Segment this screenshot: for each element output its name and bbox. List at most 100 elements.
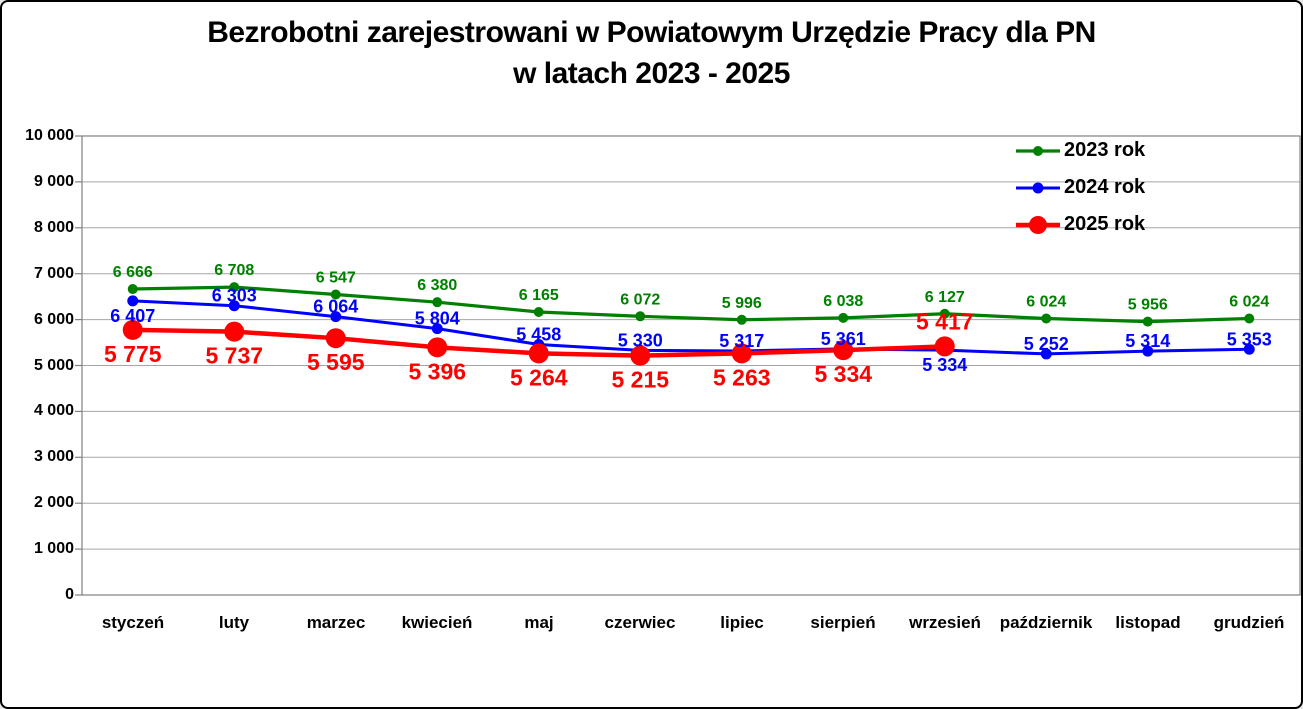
x-tick-label: wrzesień: [909, 613, 981, 632]
y-tick-label: 9 000: [33, 173, 74, 190]
data-label: 5 353: [1227, 329, 1272, 349]
y-tick-label: 6 000: [33, 311, 74, 328]
data-point: [229, 282, 240, 293]
data-label: 6 708: [214, 262, 254, 279]
data-point: [127, 284, 138, 295]
data-label: 5 804: [415, 309, 460, 329]
x-tick-label: kwiecień: [401, 613, 473, 632]
data-label: 6 380: [417, 277, 457, 294]
data-label: 5 956: [1128, 297, 1168, 314]
data-point: [1041, 313, 1052, 324]
legend-label-2024: 2024 rok: [1064, 176, 1146, 198]
data-point: [833, 340, 854, 361]
plot-border: [81, 135, 1301, 596]
data-label: 6 064: [313, 297, 358, 317]
y-tick-label: 8 000: [33, 219, 74, 236]
legend-label-2023: 2023 rok: [1064, 139, 1146, 161]
x-tick-label: grudzień: [1213, 613, 1285, 632]
y-tick-label: 10 000: [25, 127, 74, 144]
data-label: 6 127: [925, 289, 965, 306]
data-point: [122, 319, 143, 340]
data-label: 5 595: [307, 349, 365, 375]
x-tick-label: luty: [218, 613, 250, 632]
y-tick-label: 0: [65, 586, 74, 603]
data-label: 5 317: [719, 331, 764, 351]
legend-item-2025: 2025 rok: [1014, 206, 1145, 243]
data-point: [1244, 313, 1255, 324]
data-label: 6 407: [110, 306, 155, 326]
legend-line-marker-2025: [1016, 215, 1060, 234]
data-label: 5 361: [821, 329, 866, 349]
data-point: [1040, 348, 1052, 360]
y-tick-label: 3 000: [33, 448, 74, 465]
y-tick-label: 4 000: [33, 402, 74, 419]
data-point: [1243, 343, 1255, 355]
legend-item-2023: 2023 rok: [1014, 132, 1145, 169]
y-tick-label: 2 000: [33, 494, 74, 511]
data-label: 6 547: [316, 269, 356, 286]
data-point: [635, 311, 646, 322]
y-tick-label: 1 000: [33, 540, 74, 557]
data-point: [528, 343, 549, 364]
data-point: [228, 300, 240, 312]
data-point: [533, 307, 544, 318]
data-label: 5 263: [713, 364, 771, 390]
data-point: [325, 328, 346, 349]
data-label: 6 038: [823, 293, 863, 310]
data-label: 5 314: [1125, 331, 1170, 351]
data-label: 5 215: [611, 367, 669, 393]
data-point: [736, 314, 747, 325]
data-point: [330, 289, 341, 300]
data-label: 5 330: [618, 330, 663, 350]
data-label: 5 264: [510, 364, 568, 390]
data-label: 5 458: [516, 324, 561, 344]
data-point: [939, 308, 950, 319]
data-point: [934, 336, 955, 357]
data-label: 5 417: [916, 308, 974, 334]
data-point: [1142, 316, 1153, 327]
x-tick-label: maj: [524, 613, 554, 632]
x-tick-label: lipiec: [720, 613, 764, 632]
x-tick-label: czerwiec: [604, 613, 676, 632]
data-label: 6 303: [212, 286, 257, 306]
data-point: [431, 323, 443, 335]
x-tick-label: sierpień: [810, 613, 876, 632]
data-point: [838, 312, 849, 323]
data-point: [224, 321, 245, 342]
series-line-2023-rok: [132, 285, 1250, 324]
legend-item-2024: 2024 rok: [1014, 169, 1145, 206]
chart-title-line1: Bezrobotni zarejestrowani w Powiatowym U…: [207, 16, 1096, 49]
data-point: [1142, 345, 1154, 357]
data-label: 5 396: [408, 358, 466, 384]
chart-title-line2: w latach 2023 - 2025: [513, 57, 790, 90]
data-label: 6 165: [519, 287, 559, 304]
x-tick-label: styczeń: [101, 613, 165, 632]
data-point: [127, 295, 139, 307]
legend-line-marker-2023: [1016, 145, 1060, 156]
data-label: 5 252: [1024, 334, 1069, 354]
chart-title: Bezrobotni zarejestrowani w Powiatowym U…: [2, 12, 1301, 94]
y-tick-label: 7 000: [33, 265, 74, 282]
data-label: 6 666: [113, 264, 153, 281]
data-label: 6 024: [1229, 293, 1269, 310]
data-point: [330, 311, 342, 323]
data-point: [731, 343, 752, 364]
data-point: [432, 297, 443, 308]
legend-line-marker-2024: [1016, 182, 1060, 193]
x-tick-label: marzec: [306, 613, 366, 632]
data-label: 5 334: [814, 361, 872, 387]
data-point: [630, 345, 651, 366]
data-label: 6 072: [620, 291, 660, 308]
data-label: 5 334: [922, 355, 967, 375]
legend-label-2025: 2025 rok: [1064, 213, 1146, 235]
data-point: [427, 337, 448, 358]
data-label: 5 775: [104, 341, 162, 367]
x-tick-label: październik: [999, 613, 1093, 632]
legend: 2023 rok 2024 rok 2025 rok: [1014, 132, 1145, 243]
x-tick-label: listopad: [1115, 613, 1181, 632]
y-tick-label: 5 000: [33, 357, 74, 374]
data-label: 6 024: [1026, 293, 1066, 310]
data-label: 5 996: [722, 295, 762, 312]
